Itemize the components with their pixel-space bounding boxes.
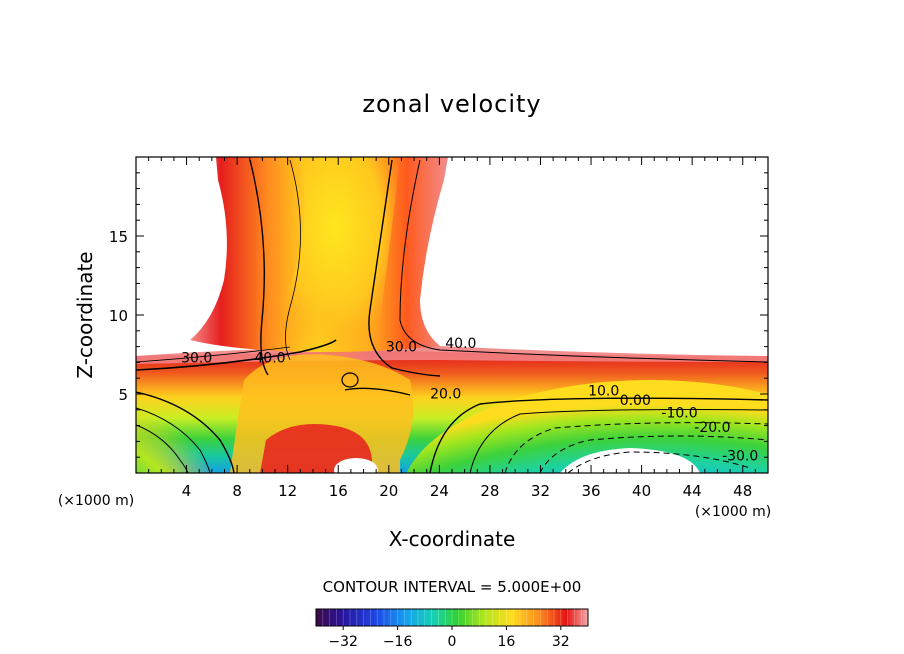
contour-label: 30.0 — [181, 350, 212, 366]
contour-label: -30.0 — [722, 448, 758, 464]
x-tick-label: 8 — [232, 482, 242, 500]
y-tick-label: 10 — [109, 307, 128, 325]
colorbar-tick-label: 32 — [552, 634, 570, 650]
contour-label: 10.0 — [588, 384, 619, 400]
x-tick-label: 20 — [379, 482, 398, 500]
colorbar-tick-label: 16 — [497, 634, 515, 650]
x-tick-labels: 4 8 12 16 20 24 28 32 36 40 44 48 — [182, 482, 752, 500]
chart-title: zonal velocity — [362, 90, 541, 118]
y-tick-label: 5 — [118, 386, 128, 404]
colorbar-tick-label: −16 — [383, 634, 413, 650]
x-tick-label: 24 — [430, 482, 449, 500]
colorbar-ticks: −32 −16 0 16 32 — [322, 609, 582, 650]
x-tick-label: 36 — [581, 482, 600, 500]
x-tick-label: 16 — [329, 482, 348, 500]
y-tick-labels: 5 10 15 — [109, 228, 128, 404]
x-tick-label: 4 — [182, 482, 192, 500]
x-tick-label: 40 — [632, 482, 651, 500]
contour-label: -10.0 — [661, 406, 697, 422]
x-tick-label: 48 — [733, 482, 752, 500]
x-unit-label-right: (×1000 m) — [695, 504, 771, 520]
contour-field — [136, 157, 768, 473]
x-axis-label: X-coordinate — [389, 527, 516, 551]
x-tick-label: 12 — [278, 482, 297, 500]
tick-marks — [136, 157, 768, 473]
contour-label: 40.0 — [445, 336, 476, 352]
y-axis-label: Z-coordinate — [73, 251, 97, 378]
x-tick-label: 28 — [480, 482, 499, 500]
contour-labels: 30.0 40.0 30.0 40.0 20.0 10.00.00 -10.0-20.0 -3… — [181, 336, 758, 464]
contour-label: -20.0 — [694, 420, 730, 436]
contour-label: 40.0 — [254, 350, 285, 366]
y-tick-label: 15 — [109, 228, 128, 246]
colorbar-tick-label: −32 — [328, 634, 358, 650]
contour-lines — [136, 159, 768, 473]
x-tick-label: 44 — [683, 482, 702, 500]
contour-label: 30.0 — [386, 339, 417, 355]
contour-label: 20.0 — [430, 387, 461, 403]
contour-interval-text: CONTOUR INTERVAL = 5.000E+00 — [323, 578, 582, 596]
x-unit-label-left: (×1000 m) — [58, 493, 134, 509]
x-tick-label: 32 — [531, 482, 550, 500]
contour-label: 0.00 — [620, 393, 651, 409]
colorbar-tick-label: 0 — [448, 634, 457, 650]
